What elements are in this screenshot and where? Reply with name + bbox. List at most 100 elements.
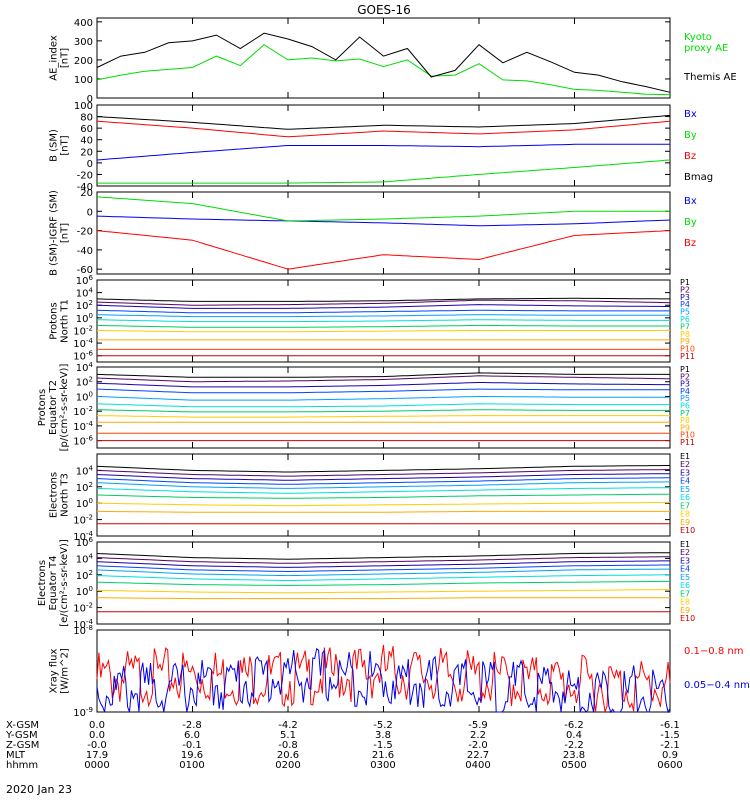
y-tick-label: 0 (87, 94, 93, 105)
legend-label: E7 (680, 589, 690, 598)
legend-label: E5 (680, 485, 690, 494)
series-line-bx (96, 215, 671, 227)
ephemeris-value: 0500 (561, 760, 586, 771)
y-axis-label: [nT] (60, 48, 71, 68)
series-line-e5 (96, 481, 670, 489)
y-tick-label: 0 (87, 159, 93, 170)
ephemeris-value: -2.0 (468, 740, 488, 751)
y-tick-label: 102 (76, 376, 93, 389)
ephemeris-value: 0.4 (566, 730, 582, 741)
y-tick-label: 100 (76, 312, 93, 325)
series-line-e9 (97, 597, 670, 600)
series-line-e8 (96, 501, 670, 507)
series-line-themis-ae (96, 32, 671, 93)
ephemeris-value: -2.8 (182, 720, 202, 731)
y-tick-label: 102 (76, 481, 93, 494)
legend-label: E9 (680, 518, 690, 527)
y-tick-label: 104 (76, 287, 94, 300)
ephemeris-value: -0.0 (87, 740, 107, 751)
series-line-e7 (96, 493, 670, 499)
y-tick-label: 10-6 (73, 435, 93, 448)
legend-label: P10 (680, 345, 695, 354)
y-tick-label: 104 (76, 464, 94, 477)
series-line-e1 (96, 465, 670, 473)
legend-label: P2 (680, 372, 690, 381)
y-tick-label: 102 (76, 569, 93, 582)
panel-xray: 10-8 10-9 Xray flux [W/m^2] 0.1−0.8 nm 0.05−0… (49, 624, 750, 719)
series-line-0-1-0-8-nm (96, 644, 671, 713)
series-line-e2 (96, 469, 670, 477)
series-line-p7 (96, 409, 670, 413)
legend-label: Bmag (684, 172, 713, 183)
y-tick-label: 10-2 (73, 602, 93, 615)
series-line-e4 (96, 564, 670, 573)
y-tick-label: 100 (76, 585, 93, 598)
ephemeris-value: 23.8 (563, 750, 585, 761)
legend-label: P5 (680, 308, 690, 317)
ephemeris-value: -4.2 (278, 720, 298, 731)
series-line-bx (96, 143, 670, 161)
ephemeris-value: 0000 (84, 760, 109, 771)
y-tick-label: 0 (87, 207, 93, 218)
series-line-0-05-0-4-nm (96, 647, 671, 714)
legend-label: P2 (680, 285, 690, 294)
legend-label: P6 (680, 402, 690, 411)
legend-label: P6 (680, 315, 690, 324)
series-line-kyoto-proxy-ae (96, 44, 671, 96)
ephemeris-value: -2.1 (660, 740, 680, 751)
legend-label: Kyoto (684, 32, 712, 43)
y-tick-label: 10-2 (73, 324, 93, 337)
ephemeris-value: -5.2 (373, 720, 393, 731)
ephemeris-label: hhmm (6, 760, 38, 771)
series-line-p7 (96, 324, 670, 328)
legend-label: P7 (680, 409, 690, 418)
ephemeris-label: Z-GSM (6, 740, 39, 751)
legend-label: P3 (680, 293, 690, 302)
series-line-p3 (96, 304, 670, 309)
series-line-p3 (96, 382, 671, 388)
y-axis-label: [e/(cm²-s-sr-keV)] (59, 539, 70, 627)
legend-label: Bz (684, 238, 696, 249)
y-axis-label: [p/(cm²-s-sr-keV)] (59, 364, 70, 452)
ephemeris-value: 3.8 (375, 730, 391, 741)
y-axis-label: North T3 (60, 473, 71, 517)
series-line-p4 (96, 309, 670, 314)
ephemeris-value: 0200 (275, 760, 300, 771)
ephemeris-value: -1.5 (373, 740, 393, 751)
y-tick-label: 10-4 (73, 420, 93, 433)
ephemeris-value: -6.1 (660, 720, 680, 731)
legend-label: E5 (680, 573, 690, 582)
series-line-e3 (96, 473, 670, 481)
legend-label: P9 (680, 337, 690, 346)
legend-label: P7 (680, 322, 690, 331)
ephemeris-value: 0100 (179, 760, 204, 771)
series-line-by (97, 159, 671, 184)
series-line-by (96, 196, 670, 222)
y-tick-label: -40 (77, 182, 93, 193)
legend-label: P10 (680, 431, 695, 440)
legend-label: P1 (680, 278, 690, 287)
series-line-e3 (96, 560, 670, 568)
y-axis-label: AE_index (49, 35, 60, 81)
legend-label: E1 (680, 540, 690, 549)
y-tick-label: 106 (76, 274, 94, 287)
series-line-e9 (97, 510, 670, 513)
plot-title: GOES-16 (357, 3, 411, 17)
legend-label: E4 (680, 565, 690, 574)
legend-label: 0.05−0.4 nm (684, 680, 750, 691)
y-tick-label: 102 (76, 299, 93, 312)
y-tick-label: 20 (80, 188, 93, 199)
series-line-e8 (96, 589, 670, 594)
ephemeris-value: -0.1 (182, 740, 202, 751)
y-tick-label: 10-4 (73, 337, 93, 350)
legend-label: E7 (680, 501, 690, 510)
ephemeris-value: 5.1 (280, 730, 296, 741)
ephemeris-value: 0300 (370, 760, 395, 771)
ephemeris-value: 0600 (657, 760, 682, 771)
y-tick-label: 40 (80, 136, 93, 147)
legend-label: P8 (680, 416, 690, 425)
y-tick-label: 104 (76, 361, 94, 374)
